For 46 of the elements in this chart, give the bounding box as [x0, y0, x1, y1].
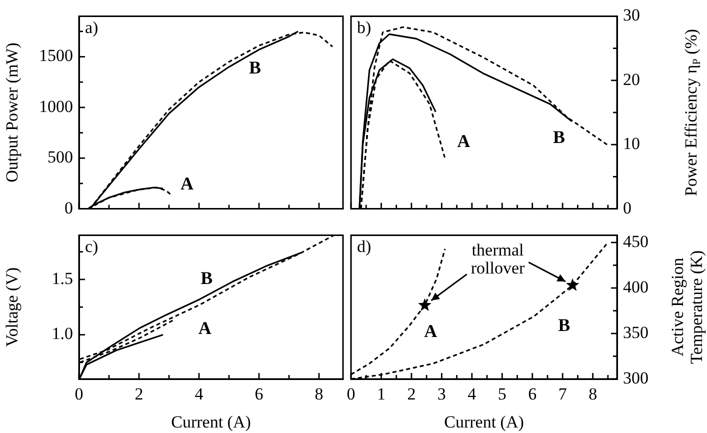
x-tick-label: 3	[437, 384, 446, 404]
y-tick-label: 0	[64, 198, 73, 218]
x-tick-label: 1	[376, 384, 386, 404]
y-tick-label: 0	[623, 198, 632, 218]
annotation: B	[558, 314, 570, 335]
chart-title: c)	[85, 237, 98, 256]
x-tick-label: 7	[558, 384, 568, 404]
y-tick-label: 10	[623, 134, 640, 154]
y-axis-title: Power Efficiency ηP (%)	[681, 28, 703, 196]
x-tick-label: 5	[498, 384, 506, 404]
x-axis-title: Current (A)	[171, 412, 251, 432]
chart-title: a)	[85, 18, 98, 38]
y-tick-label: 450	[623, 232, 648, 251]
y-tick-label: 20	[623, 70, 640, 89]
y-axis-title: Active Region Temperature (K)	[668, 250, 706, 364]
x-tick-label: 8	[588, 384, 598, 404]
chart-title: d)	[357, 237, 372, 256]
x-tick-label: 2	[134, 384, 144, 404]
y-tick-label: 1500	[39, 46, 73, 66]
x-tick-label: 2	[407, 384, 416, 404]
annotation: B	[552, 127, 565, 148]
x-tick-label: 0	[346, 384, 356, 404]
y-tick-label: 500	[48, 148, 73, 167]
y-tick-label: 30	[623, 6, 640, 25]
x-tick-label: 6	[254, 384, 264, 404]
x-tick-label: 8	[314, 384, 324, 404]
y-axis-title: Voltage (V)	[2, 267, 22, 347]
annotation: B	[248, 58, 262, 78]
y-tick-label: 300	[623, 368, 648, 388]
annotation: B	[200, 268, 213, 288]
annotation: thermal rollover	[470, 240, 525, 278]
x-tick-label: 4	[194, 384, 204, 404]
y-tick-label: 1.5	[52, 268, 73, 288]
annotation: A	[198, 318, 212, 338]
y-tick-label: 350	[623, 322, 648, 342]
y-axis-title: Output Power (mW)	[2, 42, 22, 182]
annotation: A	[424, 320, 438, 341]
y-tick-label: 1.0	[52, 324, 73, 344]
x-tick-label: 4	[468, 384, 477, 404]
annotation: A	[180, 173, 194, 194]
chart-title: b)	[357, 18, 372, 38]
x-axis-title: Current (A)	[444, 412, 524, 432]
x-tick-label: 6	[528, 384, 537, 404]
y-tick-label: 400	[623, 277, 648, 296]
annotation: A	[457, 130, 470, 151]
y-tick-label: 1000	[39, 96, 73, 116]
